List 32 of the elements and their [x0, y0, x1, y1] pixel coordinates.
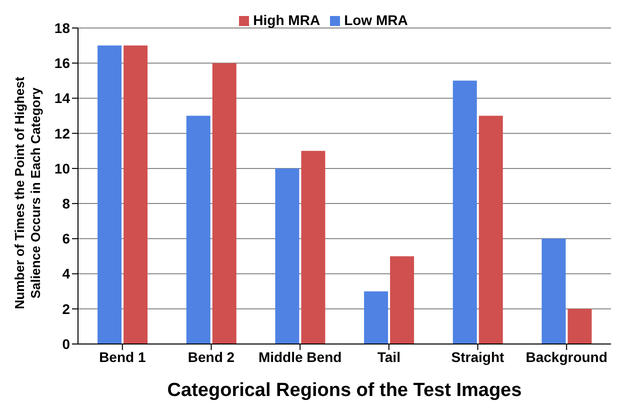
bar	[212, 63, 236, 344]
y-tick-label: 14	[54, 90, 70, 106]
y-axis-title: Number of Times the Point of Highest Salience Occurs in Each Category	[12, 76, 43, 310]
y-tick-label: 18	[54, 20, 70, 36]
x-tick-label: Background	[526, 348, 608, 365]
bar	[275, 168, 300, 344]
y-tick-label: 4	[62, 266, 70, 282]
legend-label: High MRA	[253, 12, 320, 28]
bar	[98, 46, 122, 344]
bar	[364, 291, 388, 344]
x-tick-label: Middle Bend	[258, 348, 342, 365]
bar	[301, 150, 326, 344]
x-tick-label: Bend 1	[99, 348, 146, 365]
bar	[390, 256, 414, 344]
y-tick-label: 16	[54, 55, 70, 72]
x-tick-label: Straight	[451, 348, 505, 365]
y-tick-label: 10	[54, 160, 70, 176]
x-axis-title: Categorical Regions of the Test Images	[167, 380, 522, 401]
y-tick-label: 12	[54, 125, 70, 142]
bar	[124, 46, 148, 344]
y-tick-label: 8	[62, 196, 70, 212]
bar	[568, 308, 592, 344]
legend-label: Low MRA	[344, 12, 408, 28]
bar	[452, 80, 477, 344]
bar	[186, 116, 210, 344]
y-tick-label: 0	[62, 336, 70, 352]
x-tick-label: Tail	[377, 348, 400, 365]
y-tick-label: 6	[62, 230, 70, 247]
y-tick-label: 2	[62, 300, 70, 317]
bar	[478, 116, 503, 344]
x-tick-label: Bend 2	[188, 348, 235, 365]
bar	[542, 238, 566, 344]
